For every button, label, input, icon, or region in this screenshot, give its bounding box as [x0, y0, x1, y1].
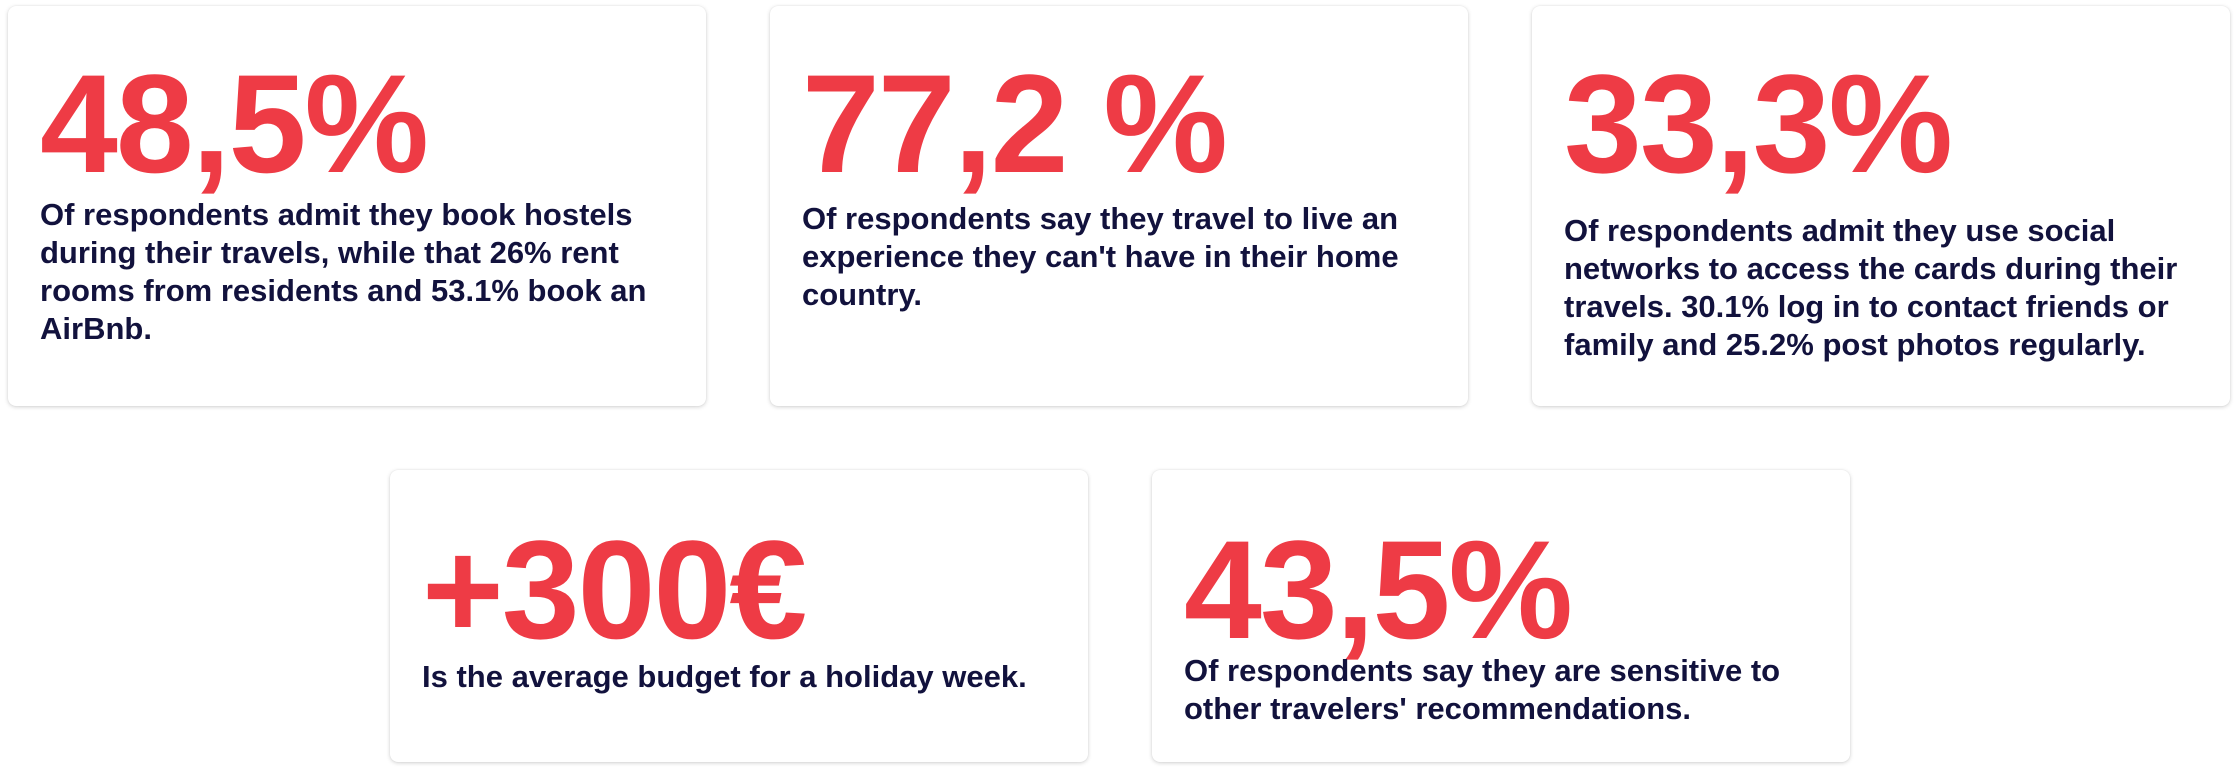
stat-value: +300€	[422, 511, 807, 668]
stat-value: 77,2 %	[802, 45, 1228, 202]
stat-card: +300€ Is the average budget for a holida…	[390, 470, 1088, 762]
stat-card: 33,3% Of respondents admit they use soci…	[1532, 6, 2230, 406]
stat-value: 48,5%	[40, 45, 429, 202]
stat-card: 43,5% Of respondents say they are sensit…	[1152, 470, 1850, 762]
stat-description: Of respondents admit they use social net…	[1564, 213, 2178, 362]
stat-description: Of respondents admit they book hostels d…	[40, 197, 647, 346]
stat-card: 48,5% Of respondents admit they book hos…	[8, 6, 706, 406]
stat-description: Of respondents say they are sensitive to…	[1184, 653, 1781, 726]
stat-card: 77,2 % Of respondents say they travel to…	[770, 6, 1468, 406]
stat-value: 43,5%	[1184, 511, 1573, 668]
stat-value: 33,3%	[1564, 45, 1953, 202]
stat-description: Of respondents say they travel to live a…	[802, 201, 1399, 312]
stat-description: Is the average budget for a holiday week…	[422, 659, 1027, 694]
